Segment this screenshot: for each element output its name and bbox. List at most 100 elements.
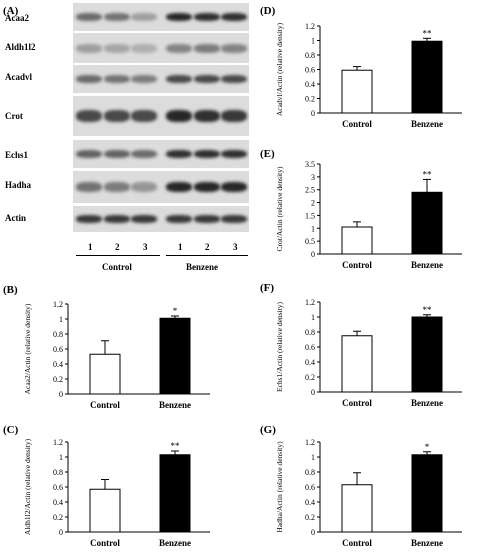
blot-band <box>104 110 130 122</box>
x-tick-label: Benzene <box>411 538 443 548</box>
y-axis-label: Crot/Actin (relative density) <box>275 166 284 251</box>
blot-label-crot: Crot <box>5 111 23 121</box>
blot-band <box>221 215 247 223</box>
y-tick-label: 1.5 <box>305 211 315 220</box>
y-tick-label: 1.2 <box>53 438 63 447</box>
bar-chart-acaa2: Acaa2/Actin (relative density) 0 0.2 0.4 0.6… <box>23 300 210 410</box>
significance-marker: ** <box>171 441 181 451</box>
x-tick-label: Control <box>90 400 120 410</box>
x-tick-label: Control <box>342 538 372 548</box>
blot-band <box>166 182 192 192</box>
y-tick-label: 0.4 <box>53 498 63 507</box>
blot-strip-acadvl <box>73 65 249 93</box>
significance-marker: ** <box>423 305 433 315</box>
y-tick-label: 0 <box>311 528 315 537</box>
blot-band <box>194 110 220 122</box>
y-tick-label: 0.6 <box>53 345 63 354</box>
blot-band <box>131 149 157 159</box>
bar-control <box>89 488 121 533</box>
blot-strip-acaa2 <box>73 3 249 31</box>
bar-chart-acadvl: Acadvl/Actin (relative density) 0 0.2 0.4 0.… <box>275 22 462 129</box>
bar-control <box>341 484 373 533</box>
y-tick-label: 0.2 <box>53 375 63 384</box>
y-tick-label: 0 <box>59 528 63 537</box>
blot-band <box>104 182 130 192</box>
blot-band <box>131 43 157 53</box>
blot-band <box>194 182 220 192</box>
y-tick-label: 0.2 <box>53 513 63 522</box>
y-tick-label: 1 <box>311 453 315 462</box>
lane-number: 2 <box>205 242 210 252</box>
x-tick-label: Benzene <box>159 538 191 548</box>
bar-chart-aldh1l2: Aldh1l2/Actin (relative density) 0 0.2 0.4 0… <box>23 438 210 548</box>
blot-band <box>131 182 157 192</box>
y-tick-label: 0.5 <box>305 237 315 246</box>
panel-letter-a: (A) <box>3 5 19 17</box>
blot-band <box>76 182 102 192</box>
blot-label-actin: Actin <box>5 213 26 223</box>
y-tick-label: 2.5 <box>305 186 315 195</box>
y-axis-label: Acaa2/Actin (relative density) <box>23 303 32 394</box>
y-tick-label: 1.2 <box>305 22 315 31</box>
blot-band <box>194 215 220 223</box>
bar-benzene <box>411 316 443 393</box>
y-tick-label: 0.2 <box>305 373 315 382</box>
blot-label-echs1: Echs1 <box>5 150 29 160</box>
blot-band <box>131 215 157 223</box>
y-tick-label: 1.2 <box>305 298 315 307</box>
panel-letter-g: (G) <box>260 424 276 436</box>
lane-number: 2 <box>115 242 120 252</box>
bar-control <box>341 335 373 393</box>
y-tick-label: 0.6 <box>305 66 315 75</box>
bar-chart-crot: Crot/Actin (relative density) 0 0.5 1 1.5 2 2.… <box>275 160 462 270</box>
blot-band <box>76 110 102 122</box>
y-tick-label: 0.6 <box>305 343 315 352</box>
bar-benzene <box>411 454 443 533</box>
group-bracket-control <box>76 255 160 256</box>
blot-band <box>131 110 157 122</box>
y-tick-label: 0 <box>311 250 315 259</box>
y-axis-label: Acadvl/Actin (relative density) <box>275 22 284 116</box>
blot-strip-actin <box>73 206 249 232</box>
y-tick-label: 0.8 <box>53 330 63 339</box>
y-tick-label: 1 <box>311 313 315 322</box>
lane-number: 1 <box>88 242 93 252</box>
blot-band <box>221 12 247 22</box>
y-tick-label: 1.2 <box>305 438 315 447</box>
blot-band <box>166 215 192 223</box>
y-tick-label: 1 <box>59 315 63 324</box>
y-tick-label: 0.2 <box>305 513 315 522</box>
blot-band <box>76 74 102 84</box>
blot-band <box>104 215 130 223</box>
y-tick-label: 3.5 <box>305 160 315 169</box>
x-tick-label: Control <box>342 398 372 408</box>
significance-marker: * <box>173 306 178 316</box>
blot-band <box>104 74 130 84</box>
blot-band <box>76 149 102 159</box>
y-axis-label: Hadha/Actin (relative density) <box>275 441 284 533</box>
bar-control <box>341 226 373 255</box>
y-tick-label: 0.8 <box>53 468 63 477</box>
y-tick-label: 0.2 <box>305 95 315 104</box>
blot-band <box>221 110 247 122</box>
panel-letter-b: (B) <box>3 284 18 296</box>
y-axis-label: Aldh1l2/Actin (relative density) <box>23 438 32 535</box>
x-tick-label: Benzene <box>411 119 443 129</box>
bar-benzene <box>411 40 443 114</box>
blot-band <box>166 149 192 159</box>
y-tick-label: 1 <box>59 453 63 462</box>
panel-letter-d: (D) <box>260 5 276 17</box>
y-tick-label: 0.4 <box>305 358 315 367</box>
x-tick-label: Benzene <box>411 398 443 408</box>
y-tick-label: 0.4 <box>53 360 63 369</box>
blot-label-hadha: Hadha <box>5 180 32 190</box>
blot-strip-echs1 <box>73 140 249 168</box>
y-tick-label: 0 <box>311 109 315 118</box>
group-bracket-benzene <box>166 255 248 256</box>
blot-band <box>76 43 102 53</box>
x-tick-label: Benzene <box>411 260 443 270</box>
blot-band <box>221 43 247 53</box>
panel-letter-c: (C) <box>3 424 19 436</box>
blot-band <box>221 182 247 192</box>
blot-band <box>166 43 192 53</box>
